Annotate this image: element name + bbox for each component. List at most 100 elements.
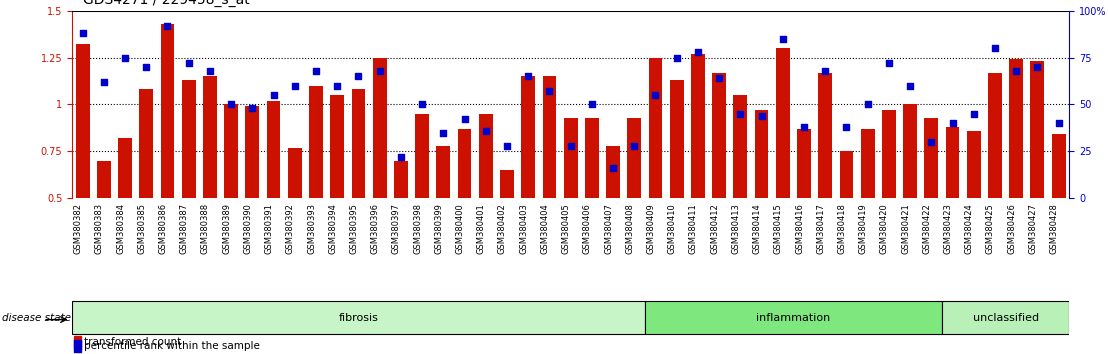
- Text: GSM380388: GSM380388: [201, 203, 209, 255]
- Point: [817, 68, 834, 74]
- Bar: [670, 80, 684, 198]
- Text: GSM380396: GSM380396: [371, 203, 380, 254]
- Text: GSM380416: GSM380416: [796, 203, 804, 254]
- Text: GSM380402: GSM380402: [497, 203, 507, 254]
- Point: [965, 111, 983, 117]
- Point: [434, 130, 452, 136]
- Text: fibrosis: fibrosis: [339, 313, 379, 323]
- Bar: [861, 129, 874, 198]
- Text: GSM380389: GSM380389: [222, 203, 232, 254]
- Point: [625, 143, 643, 149]
- Point: [1049, 120, 1067, 126]
- Bar: [394, 161, 408, 198]
- Point: [901, 83, 919, 88]
- Bar: [437, 146, 450, 198]
- Text: GSM380428: GSM380428: [1049, 203, 1058, 254]
- Point: [773, 36, 791, 42]
- Text: GSM380425: GSM380425: [986, 203, 995, 254]
- Text: GSM380406: GSM380406: [583, 203, 592, 254]
- Text: disease state: disease state: [2, 313, 71, 323]
- Point: [859, 102, 876, 107]
- Text: GSM380426: GSM380426: [1007, 203, 1016, 254]
- Point: [880, 60, 897, 66]
- Bar: [967, 131, 981, 198]
- Bar: [246, 106, 259, 198]
- Text: GSM380414: GSM380414: [752, 203, 761, 254]
- Point: [244, 105, 261, 111]
- Bar: [942, 301, 1069, 335]
- Text: GSM380390: GSM380390: [244, 203, 253, 254]
- Point: [1007, 68, 1025, 74]
- Point: [74, 30, 92, 36]
- Text: GSM380397: GSM380397: [392, 203, 401, 254]
- Point: [137, 64, 155, 70]
- Point: [350, 74, 368, 79]
- Text: GSM380392: GSM380392: [286, 203, 295, 254]
- Text: unclassified: unclassified: [973, 313, 1038, 323]
- Bar: [585, 118, 598, 198]
- Point: [265, 92, 283, 98]
- Bar: [733, 95, 747, 198]
- Point: [476, 128, 494, 133]
- Text: GSM380398: GSM380398: [413, 203, 422, 254]
- Text: GSM380400: GSM380400: [455, 203, 464, 254]
- Point: [1028, 64, 1046, 70]
- Text: GSM380385: GSM380385: [137, 203, 146, 254]
- Bar: [840, 152, 853, 198]
- Bar: [224, 104, 238, 198]
- Bar: [416, 114, 429, 198]
- Point: [455, 116, 473, 122]
- Text: GSM380395: GSM380395: [349, 203, 359, 254]
- Point: [796, 124, 813, 130]
- Bar: [372, 57, 387, 198]
- Text: GSM380391: GSM380391: [265, 203, 274, 254]
- Point: [710, 75, 728, 81]
- Bar: [521, 76, 535, 198]
- Point: [223, 102, 240, 107]
- Text: GSM380399: GSM380399: [434, 203, 443, 254]
- Text: GSM380393: GSM380393: [307, 203, 316, 254]
- Point: [604, 165, 622, 171]
- Bar: [924, 118, 938, 198]
- Bar: [500, 170, 514, 198]
- Text: GSM380408: GSM380408: [625, 203, 634, 254]
- Bar: [1030, 61, 1044, 198]
- Point: [647, 92, 665, 98]
- Bar: [161, 24, 174, 198]
- Bar: [776, 48, 790, 198]
- Text: GSM380427: GSM380427: [1028, 203, 1037, 254]
- Bar: [648, 57, 663, 198]
- Point: [499, 143, 516, 149]
- Point: [668, 55, 686, 60]
- Bar: [119, 138, 132, 198]
- Text: GSM380413: GSM380413: [731, 203, 740, 254]
- Bar: [755, 110, 769, 198]
- Point: [392, 154, 410, 160]
- Point: [731, 111, 749, 117]
- Point: [307, 68, 325, 74]
- Text: transformed count: transformed count: [84, 337, 182, 348]
- Text: GSM380420: GSM380420: [880, 203, 889, 254]
- Point: [328, 83, 346, 88]
- Bar: [140, 90, 153, 198]
- Text: GSM380386: GSM380386: [158, 203, 167, 255]
- Point: [158, 23, 176, 28]
- Text: GSM380410: GSM380410: [668, 203, 677, 254]
- Point: [286, 83, 304, 88]
- Point: [116, 55, 134, 60]
- Bar: [74, 336, 81, 349]
- Point: [986, 45, 1004, 51]
- Text: inflammation: inflammation: [757, 313, 831, 323]
- Bar: [712, 73, 726, 198]
- Bar: [267, 101, 280, 198]
- Bar: [543, 76, 556, 198]
- Text: GSM380405: GSM380405: [562, 203, 571, 254]
- Point: [838, 124, 855, 130]
- Point: [752, 113, 770, 119]
- Text: GSM380404: GSM380404: [541, 203, 550, 254]
- Point: [371, 68, 389, 74]
- Text: GSM380417: GSM380417: [817, 203, 825, 254]
- Bar: [351, 90, 366, 198]
- Point: [562, 143, 579, 149]
- Text: GSM380409: GSM380409: [646, 203, 656, 254]
